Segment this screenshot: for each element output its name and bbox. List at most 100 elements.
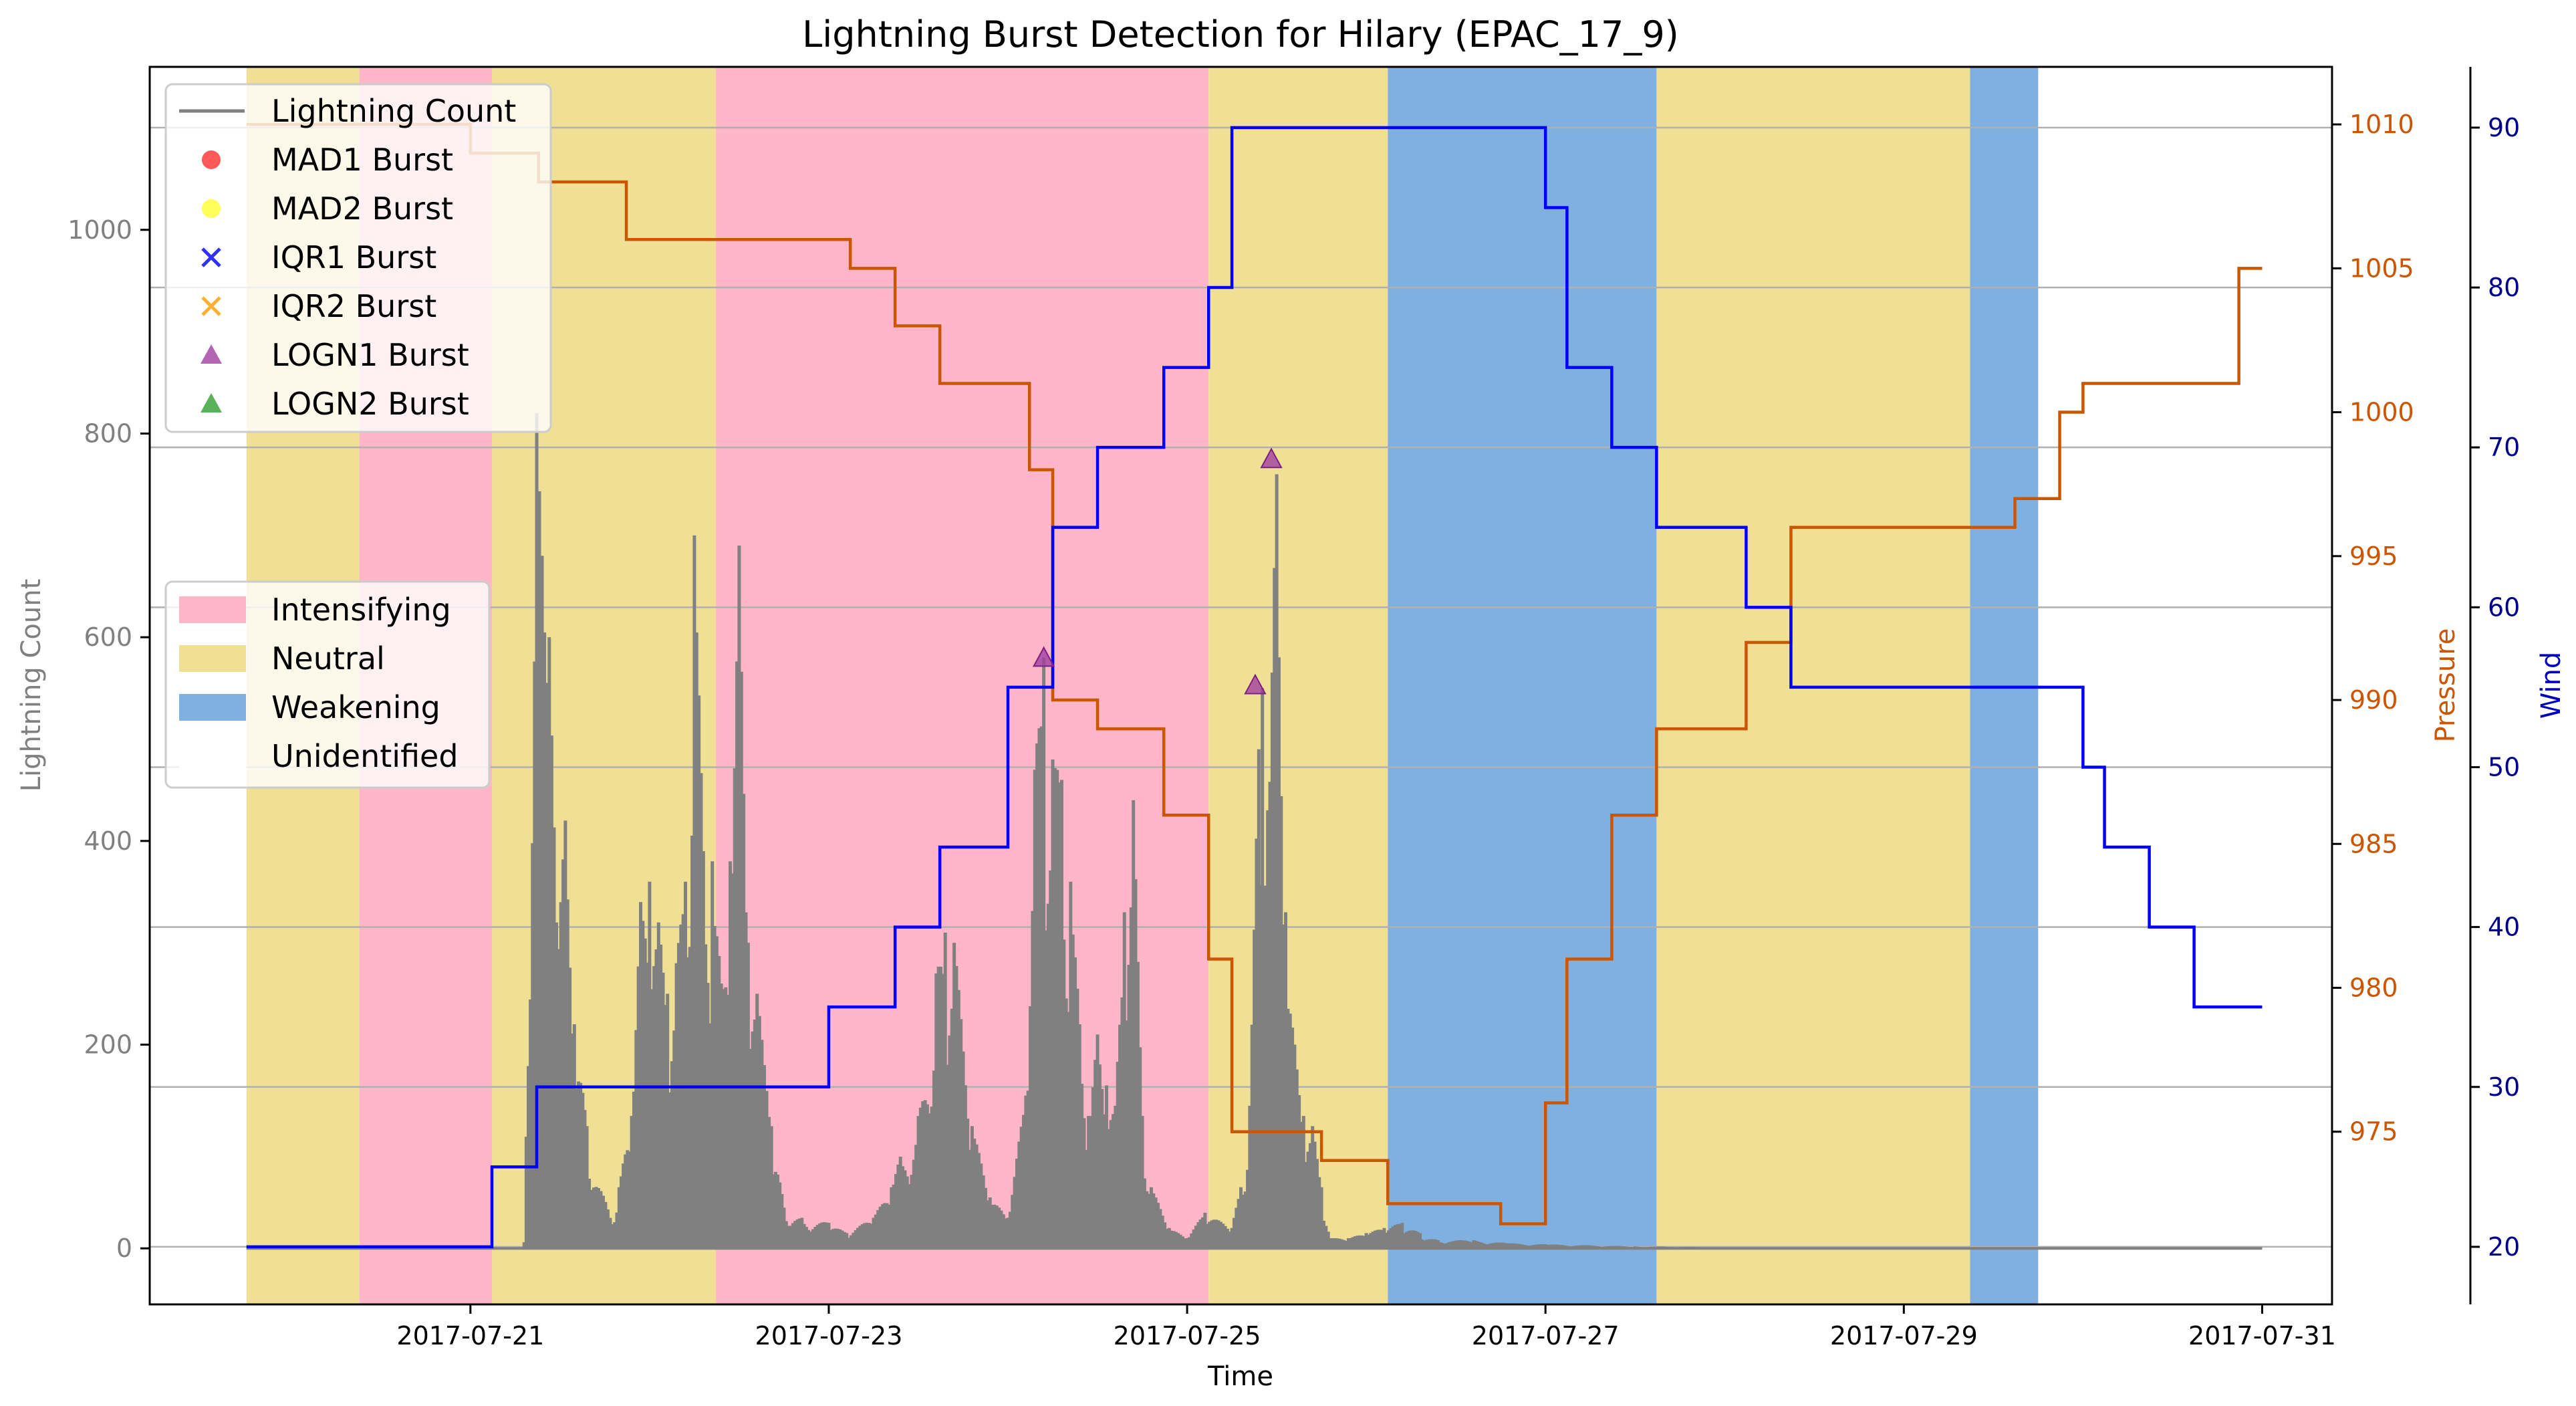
lightning-bar	[1024, 1095, 1028, 1249]
lightning-bar	[1483, 1244, 1487, 1249]
lightning-bar	[847, 1238, 851, 1249]
lightning-bar	[938, 966, 942, 1249]
lightning-bar	[1404, 1232, 1408, 1249]
lightning-bar	[898, 1157, 902, 1249]
lightning-bar	[1349, 1238, 1353, 1249]
y-tick-label: 600	[84, 622, 132, 652]
lightning-bar	[1333, 1238, 1337, 1249]
lightning-bar	[588, 1179, 592, 1249]
pressure-tick-label: 990	[2349, 685, 2398, 715]
lightning-bar	[1118, 1024, 1122, 1249]
lightning-bar	[923, 1100, 927, 1249]
lightning-bar	[1270, 673, 1274, 1249]
lightning-bar	[1165, 1228, 1169, 1249]
lightning-bar	[769, 1126, 773, 1249]
logn1-burst-marker	[1032, 646, 1055, 667]
lightning-bar	[762, 1065, 766, 1249]
lightning-bar	[1427, 1239, 1431, 1249]
lightning-bar	[670, 1061, 674, 1249]
lightning-bar	[1263, 885, 1267, 1249]
lightning-bar	[1015, 1159, 1019, 1249]
x-tick-label: 2017-07-21	[396, 1321, 544, 1351]
lightning-bar	[852, 1232, 856, 1249]
lightning-bar	[845, 1233, 849, 1249]
lightning-bar	[1301, 1116, 1305, 1249]
lightning-bar	[918, 1107, 922, 1249]
lightning-bars	[522, 413, 2081, 1249]
lightning-bar	[1445, 1243, 1449, 1249]
lightning-bar	[1329, 1238, 1333, 1249]
lightning-bar	[1436, 1240, 1440, 1249]
pressure-tick-label: 980	[2349, 973, 2398, 1002]
lightning-bar	[968, 1149, 972, 1249]
lightning-bar	[1174, 1232, 1178, 1249]
pressure-tick-label: 985	[2349, 829, 2398, 858]
lightning-bar	[912, 1159, 916, 1249]
lightning-bar	[905, 1176, 909, 1249]
lightning-bar	[795, 1219, 799, 1249]
lightning-bar	[572, 1024, 576, 1249]
lightning-bar	[973, 1139, 977, 1249]
lightning-bar	[1053, 768, 1057, 1249]
lightning-bar	[561, 859, 565, 1249]
lightning-bar	[1458, 1240, 1462, 1249]
lightning-bar	[959, 1019, 963, 1249]
lightning-bar	[887, 1204, 891, 1249]
lightning-bar	[717, 955, 721, 1249]
lightning-bar	[610, 1224, 614, 1249]
lightning-bar	[956, 989, 960, 1249]
lightning-bar	[1158, 1209, 1162, 1249]
lightning-bar	[1201, 1217, 1205, 1249]
legend-label: IQR1 Burst	[271, 239, 436, 275]
lightning-bar	[984, 1187, 988, 1249]
wind-tick-label: 20	[2488, 1232, 2520, 1262]
lightning-bar	[594, 1187, 598, 1249]
lightning-bar	[1438, 1242, 1442, 1249]
series-legend: Lightning Count MAD1 Burst MAD2 Burst IQR1 …	[164, 83, 552, 433]
lightning-bar	[1145, 1191, 1149, 1249]
lightning-bar	[1577, 1245, 1581, 1249]
lightning-bar	[1026, 1090, 1030, 1249]
lightning-bar	[648, 881, 652, 1249]
lightning-bar	[1214, 1219, 1218, 1249]
lightning-bar	[1378, 1229, 1382, 1249]
lightning-bar	[1069, 881, 1073, 1249]
lightning-bar	[522, 1242, 526, 1249]
lightning-bar	[1059, 780, 1063, 1249]
y-tick-label: 200	[84, 1030, 132, 1060]
lightning-bar	[977, 1153, 981, 1249]
lightning-bar	[1313, 1141, 1317, 1249]
lightning-bar	[760, 1040, 764, 1249]
lightning-bar	[721, 989, 725, 1249]
series-lines	[246, 122, 2263, 1250]
lightning-bar	[1286, 1008, 1290, 1249]
lightning-bar	[1492, 1243, 1496, 1249]
lightning-bar	[1422, 1240, 1426, 1249]
lightning-bar	[1521, 1244, 1525, 1249]
lightning-bar	[1198, 1219, 1202, 1249]
legend-marker-circle	[202, 150, 221, 169]
lightning-bar	[704, 944, 708, 1249]
lightning-bar	[840, 1230, 844, 1249]
lightning-bar	[684, 881, 688, 1249]
lightning-bar	[1098, 1064, 1102, 1249]
lightning-bar	[549, 735, 553, 1249]
lightning-bar	[1239, 1187, 1243, 1249]
lightning-bar	[1561, 1245, 1565, 1249]
lightning-bar	[1140, 1116, 1144, 1249]
lightning-bar	[1382, 1227, 1386, 1249]
legend-label: Lightning Count	[271, 93, 516, 129]
lightning-bar	[858, 1225, 862, 1249]
lightning-bar	[765, 1090, 769, 1249]
lightning-bar	[1120, 997, 1124, 1249]
lightning-bar	[524, 1137, 528, 1249]
lightning-bar	[672, 1030, 676, 1249]
lightning-bar	[1170, 1230, 1174, 1249]
lightning-bar	[577, 1081, 581, 1249]
lightning-bar	[1248, 1105, 1252, 1249]
lightning-bar	[1501, 1242, 1505, 1249]
lightning-bar	[1391, 1226, 1395, 1249]
lightning-bar	[574, 1088, 578, 1249]
legend-label: LOGN1 Burst	[271, 337, 469, 373]
lightning-bar	[751, 1031, 755, 1249]
